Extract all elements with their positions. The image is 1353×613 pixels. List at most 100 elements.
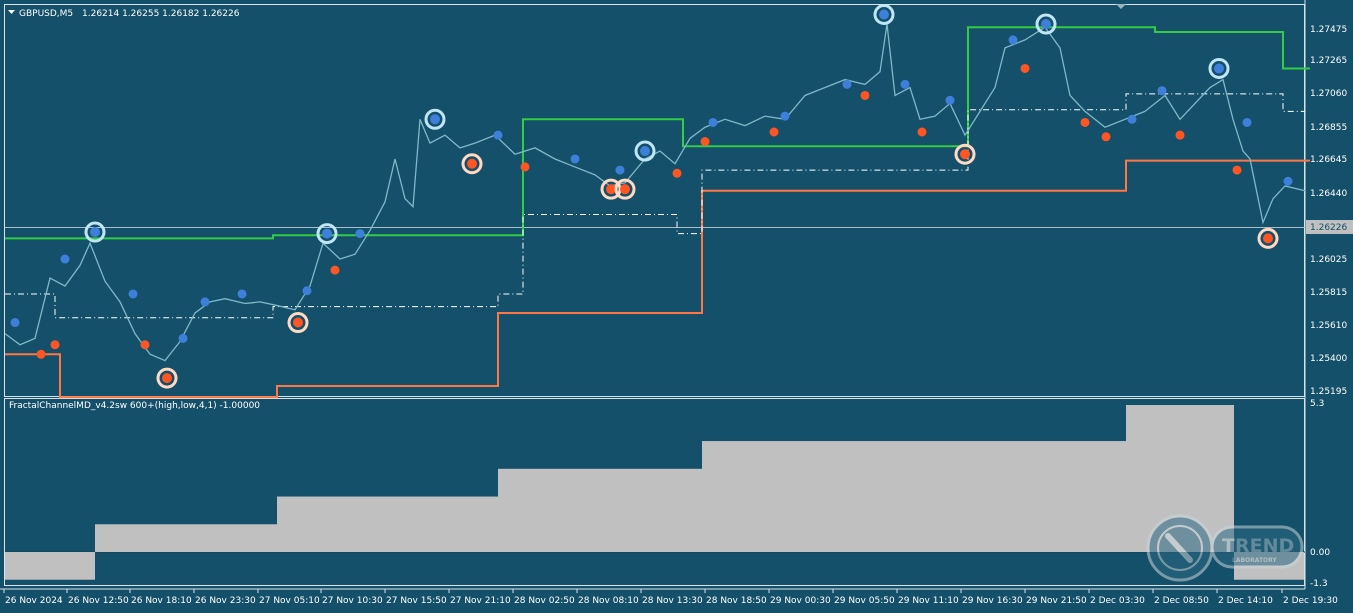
mid-channel-line xyxy=(5,93,1305,319)
histogram-bar xyxy=(95,524,277,552)
price-tick: 1.25815 xyxy=(1310,288,1347,298)
price-tick: 1.26440 xyxy=(1310,189,1347,199)
time-tick: 29 Nov 00:30 xyxy=(770,596,831,606)
time-tick: 26 Nov 12:50 xyxy=(68,596,129,606)
fractal-up-halo xyxy=(873,4,895,26)
fractal-up-halo xyxy=(634,140,656,162)
price-tick: 1.26645 xyxy=(1310,155,1347,165)
histogram-bar xyxy=(702,441,1126,552)
fractal-up-halo xyxy=(1035,13,1057,35)
watermark-sub: LABORATORY xyxy=(1232,557,1277,564)
fractal-down-marker xyxy=(860,90,870,100)
time-tick: 28 Nov 08:10 xyxy=(578,596,639,606)
fractal-up-marker xyxy=(1008,35,1018,45)
ohlc-readout: 1.26214 1.26255 1.26182 1.26226 xyxy=(82,9,240,19)
fractal-up-marker xyxy=(1041,19,1051,30)
price-tick: 1.27060 xyxy=(1310,89,1347,99)
fractal-down-marker xyxy=(1232,165,1242,175)
time-tick: 26 Nov 18:10 xyxy=(131,596,192,606)
histogram-bar xyxy=(498,468,702,552)
fractal-up-marker xyxy=(780,111,790,121)
price-tick: 1.26855 xyxy=(1310,123,1347,133)
fractal-down-halo xyxy=(287,312,309,334)
fractal-up-marker xyxy=(900,79,910,89)
fractal-down-marker xyxy=(162,373,172,384)
time-axis[interactable]: 26 Nov 2024 26 Nov 12:50 26 Nov 18:10 26 No… xyxy=(3,589,1338,606)
fractal-up-marker xyxy=(945,95,955,105)
upper-channel-line xyxy=(5,26,1310,240)
fractal-down-marker xyxy=(960,149,970,160)
fractal-down-marker xyxy=(672,168,682,178)
price-series xyxy=(4,23,1306,362)
time-tick: 29 Nov 11:10 xyxy=(898,596,959,606)
fractal-up-marker xyxy=(493,130,503,140)
time-tick: 29 Nov 16:30 xyxy=(962,596,1023,606)
time-tick: 2 Dec 14:10 xyxy=(1218,596,1273,606)
time-tick: 2 Dec 08:50 xyxy=(1154,596,1209,606)
fractal-up-marker xyxy=(302,286,312,296)
price-tick: 1.25400 xyxy=(1310,354,1347,364)
fractal-down-marker xyxy=(330,265,340,275)
fractal-down-marker xyxy=(620,184,630,195)
time-tick: 2 Dec 19:30 xyxy=(1283,596,1338,606)
indicator-name-label: FractalChannelMD_v4.2sw 600+(high,low,4,… xyxy=(9,401,260,411)
chart-menu-icon[interactable] xyxy=(8,10,15,14)
price-tick: 1.25195 xyxy=(1310,387,1347,397)
histogram-bar xyxy=(277,496,498,552)
fractal-down-marker xyxy=(140,340,150,350)
fractal-down-halo xyxy=(156,367,178,389)
indicator-tick: -1.3 xyxy=(1310,579,1328,589)
fractal-up-halo xyxy=(316,223,338,245)
shift-marker-icon[interactable] xyxy=(1116,4,1126,9)
time-tick: 27 Nov 05:10 xyxy=(259,596,320,606)
indicator-histogram xyxy=(5,405,1304,580)
fractal-up-marker xyxy=(178,333,188,343)
fractal-up-marker xyxy=(200,297,210,307)
fractal-down-marker xyxy=(1020,63,1030,73)
fractal-up-marker xyxy=(90,227,100,238)
fractal-up-marker xyxy=(570,154,580,164)
fractal-up-marker xyxy=(60,254,70,264)
fractal-down-marker xyxy=(36,349,46,359)
fractal-down-marker xyxy=(50,340,60,350)
time-tick: 27 Nov 15:50 xyxy=(386,596,447,606)
fractal-markers xyxy=(10,4,1293,389)
symbol-label: GBPUSD,M5 xyxy=(19,9,73,19)
current-price-badge xyxy=(1306,220,1353,234)
price-tick: 1.26025 xyxy=(1310,255,1347,265)
time-tick: 27 Nov 10:30 xyxy=(322,596,383,606)
trend-laboratory-logo: TREND LABORATORY xyxy=(1146,514,1304,582)
fractal-down-halo xyxy=(954,143,976,165)
fractal-down-marker xyxy=(293,317,303,328)
price-line xyxy=(4,23,1306,362)
time-tick: 28 Nov 18:50 xyxy=(706,596,767,606)
watermark-word: TREND xyxy=(1222,535,1294,557)
time-tick: 28 Nov 13:30 xyxy=(642,596,703,606)
fractal-up-marker xyxy=(128,289,138,299)
fractal-up-halo xyxy=(424,108,446,130)
fractal-down-marker xyxy=(520,162,530,172)
price-tick: 1.27475 xyxy=(1310,25,1347,35)
current-price-label: 1.26226 xyxy=(1310,223,1347,233)
fractal-up-halo xyxy=(1208,57,1230,79)
fractal-up-marker xyxy=(10,318,20,328)
price-tick: 1.27265 xyxy=(1310,56,1347,66)
price-axis[interactable]: 1.27475 1.27265 1.27060 1.26855 1.26645 … xyxy=(1306,25,1353,397)
lower-channel-line xyxy=(5,159,1310,399)
fractal-up-marker xyxy=(640,146,650,157)
fractal-up-marker xyxy=(615,165,625,175)
fractal-down-marker xyxy=(700,137,710,147)
fractal-down-halo xyxy=(461,153,483,175)
fractal-down-marker xyxy=(1175,130,1185,140)
fractal-up-marker xyxy=(1242,117,1252,127)
fractal-up-halo xyxy=(84,221,106,243)
fractal-up-marker xyxy=(1127,114,1137,124)
fractal-up-marker xyxy=(322,228,332,239)
fractal-down-halo xyxy=(614,178,636,200)
fractal-up-marker xyxy=(237,289,247,299)
indicator-tick: 0.00 xyxy=(1310,548,1330,558)
fractal-down-marker xyxy=(606,184,616,195)
fractal-down-halo xyxy=(1257,227,1279,249)
